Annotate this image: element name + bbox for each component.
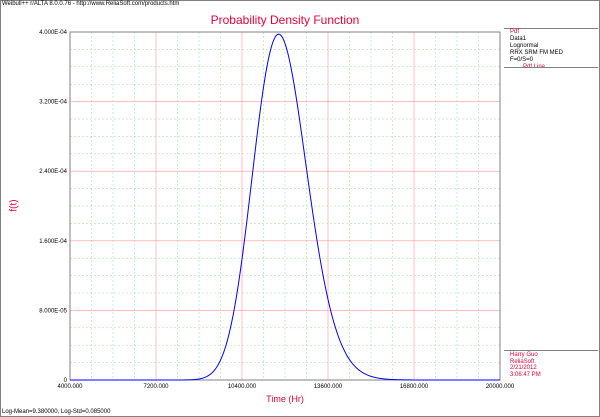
x-tick-label: 10400.000	[228, 384, 257, 390]
header-caption: Weibull++ r/ALTA 8.0.0.76 - http://www.R…	[2, 1, 180, 7]
legend-line-3: RRX SRM FM MED	[510, 50, 563, 56]
legend-line-1: Data1	[510, 36, 527, 42]
legend-header: Pdf	[510, 29, 520, 35]
y-tick-label: 3.200E-04	[39, 100, 67, 106]
footer-caption: Log-Mean=9.380000, Log-Std=0.085000	[2, 409, 111, 415]
legend-footer-date: 2/21/2012	[510, 365, 537, 371]
legend-footer: Harry Guo ReliaSoft 2/21/2012 3:06:47 PM	[510, 352, 596, 382]
legend: Pdf Data1 Lognormal RRX SRM FM MED F=0/S…	[510, 29, 596, 70]
y-tick-label: 2.400E-04	[39, 169, 67, 175]
minor-grid	[70, 32, 500, 380]
y-tick-label: 4.000E-04	[39, 30, 67, 36]
x-tick-label: 16800.000	[400, 384, 429, 390]
legend-divider-top	[504, 28, 598, 29]
x-tick-label: 13600.000	[314, 384, 343, 390]
legend-line-4: F=0/S=0	[510, 57, 534, 63]
y-tick-label: 1.600E-04	[39, 239, 67, 245]
legend-footer-company: ReliaSoft	[510, 358, 535, 365]
x-tick-label: 7200.000	[143, 384, 169, 390]
chart-title: Probability Density Function	[210, 13, 360, 27]
legend-divider-mid	[504, 67, 598, 68]
pdf-line	[70, 33, 500, 381]
legend-divider-low	[504, 350, 598, 351]
legend-footer-time: 3:06:47 PM	[510, 371, 541, 378]
tick-labels: 4000.000 7200.000 10400.000 13600.000 16800.…	[39, 30, 515, 390]
plot-area-border	[69, 31, 501, 381]
x-tick-label: 4000.000	[57, 384, 83, 390]
x-tick-label: 20000.000	[486, 384, 515, 390]
y-tick-label: 8.000E-05	[39, 308, 67, 314]
legend-line-2: Lognormal	[510, 43, 539, 49]
x-axis-label: Time (Hr)	[266, 394, 304, 404]
y-tick-label: 0	[64, 378, 68, 384]
legend-footer-author: Harry Guo	[510, 352, 538, 358]
